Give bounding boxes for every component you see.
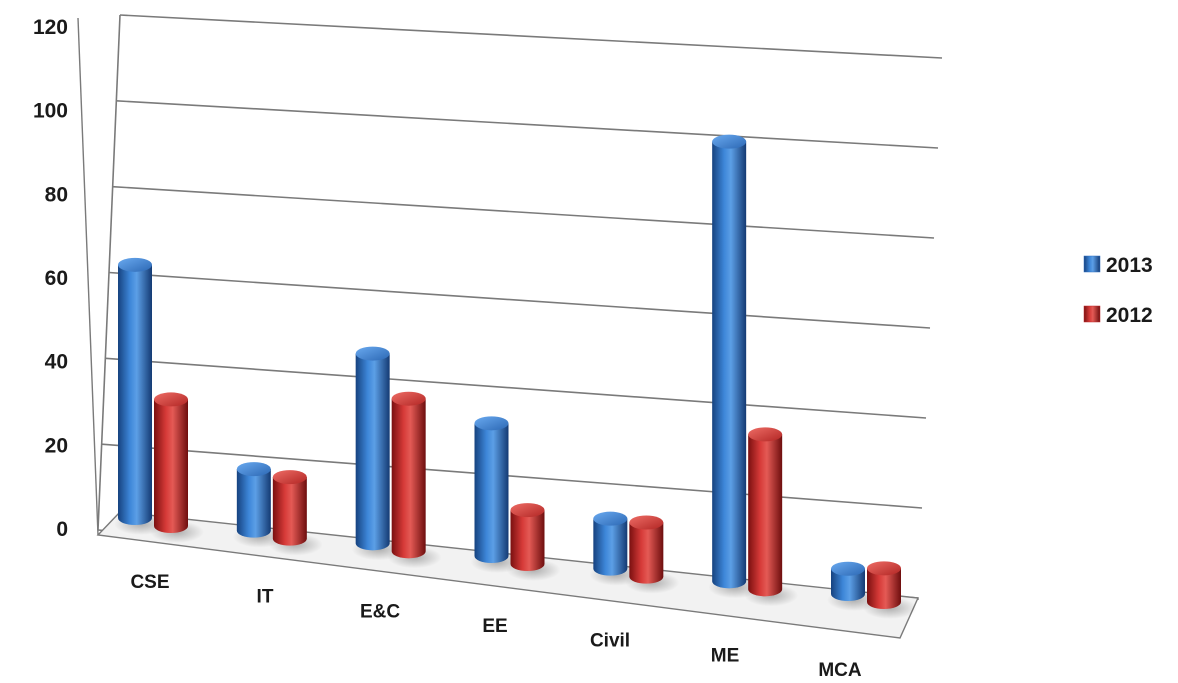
x-tick-label-E&C: E&C — [360, 601, 400, 622]
bar-body — [154, 399, 188, 533]
bar-2012-CSE — [154, 392, 188, 533]
bar-2012-Civil — [629, 515, 664, 584]
legend-label-2012: 2012 — [1106, 304, 1153, 327]
bar-2012-ME — [748, 427, 783, 597]
bar-2013-MCA — [831, 561, 865, 601]
y-tick-label-120: 120 — [33, 16, 68, 39]
bar-body — [272, 477, 307, 546]
bar-body — [474, 423, 509, 563]
gridlines — [97, 14, 943, 599]
bar-top — [748, 427, 783, 442]
y-axis-tick-labels: 0 20 40 60 80 100 120 — [33, 16, 68, 541]
bars — [118, 134, 901, 609]
bar-2013-ME — [712, 134, 747, 589]
y-tick-label-80: 80 — [45, 183, 68, 206]
legend: 2013 2012 — [1083, 254, 1153, 327]
bar-body — [236, 469, 271, 538]
bar-2012-E&C — [391, 391, 426, 559]
bar-top — [391, 391, 426, 406]
bar-2013-EE — [474, 416, 509, 563]
bar-body — [391, 398, 426, 559]
bar-body — [593, 518, 628, 576]
y-axis-line — [77, 17, 99, 536]
gridline-40 — [105, 357, 927, 419]
back-vertical-edge — [97, 14, 121, 531]
bar-top — [154, 392, 188, 407]
bar-body — [712, 141, 747, 589]
bar-top — [355, 346, 390, 361]
x-tick-label-IT: IT — [257, 587, 274, 608]
bar-2012-IT — [272, 470, 307, 546]
bar-2013-E&C — [355, 346, 390, 551]
x-tick-label-Civil: Civil — [590, 631, 630, 652]
y-tick-label-60: 60 — [45, 267, 68, 290]
bar-2012-EE — [510, 503, 545, 572]
x-tick-label-ME: ME — [711, 645, 740, 666]
y-tick-label-100: 100 — [33, 100, 68, 123]
legend-swatch-2013 — [1083, 255, 1101, 273]
legend-item-2012: 2012 — [1083, 304, 1153, 327]
bar-body — [510, 510, 545, 572]
bar-body — [748, 434, 783, 597]
gridline-100 — [116, 100, 939, 149]
bar-top — [236, 462, 271, 477]
x-tick-label-CSE: CSE — [130, 572, 169, 593]
bar-2012-MCA — [867, 561, 901, 609]
y-tick-label-0: 0 — [56, 518, 68, 541]
gridline-20 — [101, 443, 923, 509]
bar-body — [831, 568, 865, 601]
y-tick-label-40: 40 — [45, 351, 68, 374]
bar-top — [831, 561, 865, 576]
bar-body — [867, 568, 901, 609]
bar-top — [272, 470, 307, 485]
legend-swatch-2012 — [1083, 305, 1101, 323]
y-tick-label-20: 20 — [45, 434, 68, 457]
bar-2013-CSE — [118, 257, 152, 525]
x-tick-label-EE: EE — [482, 616, 507, 637]
bar-body — [355, 353, 390, 551]
gridline-80 — [112, 185, 935, 239]
bar-body — [118, 264, 152, 525]
gridline-60 — [108, 271, 931, 329]
bar-body — [629, 522, 664, 584]
bar-top — [118, 257, 152, 272]
legend-label-2013: 2013 — [1106, 254, 1153, 277]
bar-top — [712, 134, 747, 149]
x-tick-label-MCA: MCA — [818, 660, 862, 681]
x-axis-tick-labels: CSE IT E&C EE Civil ME MCA — [130, 572, 861, 681]
bar-top — [629, 515, 664, 530]
bar-top — [474, 416, 509, 431]
bar-top — [593, 511, 628, 526]
gridline-120 — [119, 14, 943, 59]
bar-2013-Civil — [593, 511, 628, 576]
bar-top — [510, 503, 545, 518]
bar-top — [867, 561, 901, 576]
legend-item-2013: 2013 — [1083, 254, 1153, 277]
bar-2013-IT — [236, 462, 271, 538]
